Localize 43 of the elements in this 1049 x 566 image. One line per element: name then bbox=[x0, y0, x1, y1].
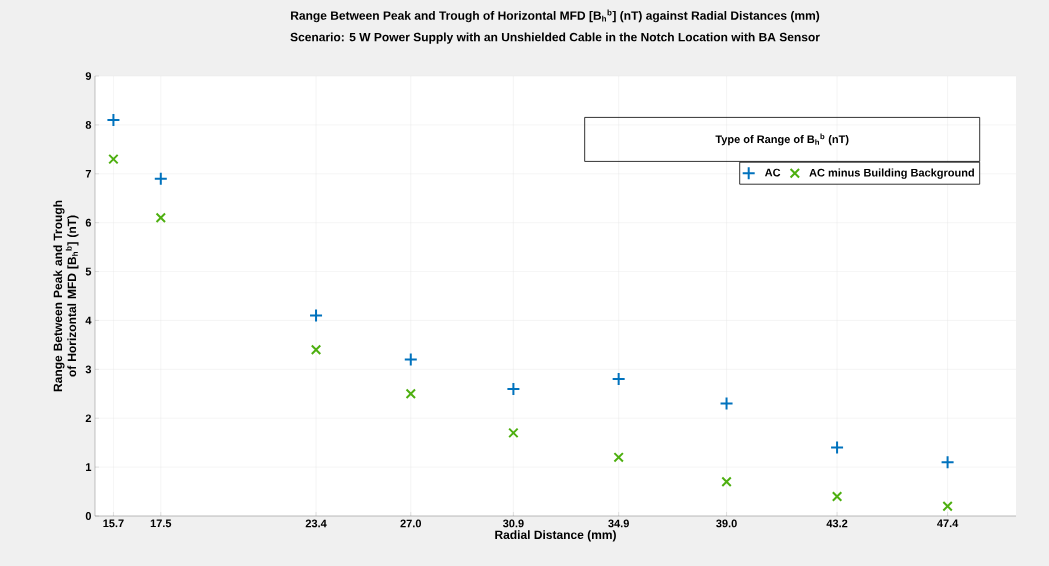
y-tick-label: 5 bbox=[85, 267, 92, 276]
chart-subtitle: Scenario: 5 W Power Supply with an Unshielded Cable in the Notch Location with BA Sensor bbox=[290, 32, 820, 44]
y-tick-label: 8 bbox=[85, 121, 92, 129]
point bbox=[830, 440, 845, 455]
x-tick-label: 15.7 bbox=[103, 519, 124, 528]
y-tick-label: 6 bbox=[85, 218, 92, 227]
y-tick-label: 1 bbox=[86, 463, 92, 471]
x-tick-label: 17.5 bbox=[150, 519, 172, 528]
point bbox=[508, 427, 519, 439]
x-tick-label: 39.0 bbox=[716, 519, 737, 528]
y-tick-label: 2 bbox=[85, 414, 92, 423]
point bbox=[155, 212, 167, 224]
point bbox=[942, 500, 953, 512]
y-tick-label: 4 bbox=[85, 316, 92, 325]
x-tick-label: 34.9 bbox=[608, 519, 629, 528]
point bbox=[940, 455, 955, 470]
y-tick-label: 9 bbox=[85, 72, 92, 80]
point bbox=[613, 452, 624, 463]
point bbox=[721, 476, 732, 488]
legend-label: AC bbox=[764, 168, 781, 177]
point bbox=[108, 153, 119, 165]
point bbox=[106, 113, 121, 128]
chart-title: Range Between Peak and Trough of Horizontal MFD [B$_{h}$$^{b}$] (nT) against Radial Distances (mm) bbox=[291, 9, 820, 23]
x-tick-label: 23.4 bbox=[305, 519, 327, 528]
point bbox=[506, 381, 521, 396]
point bbox=[831, 491, 843, 502]
legend-label: AC minus Building Background bbox=[809, 168, 974, 179]
point bbox=[309, 308, 324, 323]
x-tick-label: 27.0 bbox=[400, 519, 422, 528]
point bbox=[405, 388, 417, 400]
point bbox=[719, 396, 734, 411]
y-tick-label: 7 bbox=[85, 170, 91, 178]
y-tick-label: 3 bbox=[85, 365, 92, 374]
point bbox=[310, 344, 322, 356]
point bbox=[153, 171, 168, 186]
x-tick-label: 43.2 bbox=[826, 519, 848, 528]
y-tick-label: 0 bbox=[85, 512, 92, 520]
x-axis-title: Radial Distance (mm) bbox=[495, 530, 616, 542]
x-tick-label: 47.4 bbox=[937, 519, 959, 528]
x-tick-label: 30.9 bbox=[502, 519, 524, 528]
point bbox=[403, 352, 418, 367]
point bbox=[611, 372, 626, 387]
legend-title: Type of Range of B$_{h}$$^{b}$ (nT) bbox=[715, 133, 849, 146]
